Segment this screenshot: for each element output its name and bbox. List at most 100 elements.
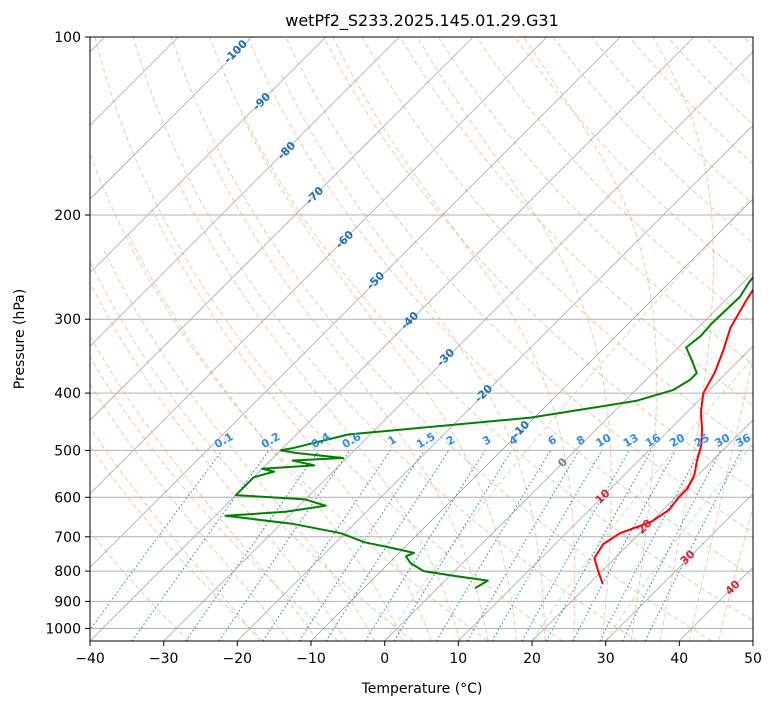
x-tick-label: −20 bbox=[223, 651, 253, 667]
background-lines bbox=[90, 37, 753, 641]
x-tick-label: 40 bbox=[670, 651, 688, 667]
isotherm-line bbox=[310, 198, 753, 641]
moist-adiabat bbox=[717, 505, 753, 641]
moist-adiabat bbox=[240, 113, 517, 641]
dry-adiabat bbox=[90, 152, 488, 641]
y-tick-label: 200 bbox=[54, 208, 81, 224]
isotherm-line bbox=[90, 37, 621, 568]
dry-adiabat bbox=[667, 37, 753, 126]
mixing-ratio-line bbox=[572, 450, 676, 641]
temperature-series-line bbox=[593, 287, 753, 585]
isotherm-label: -20 bbox=[472, 382, 495, 405]
dry-adiabat bbox=[170, 37, 712, 641]
x-tick-label: −30 bbox=[149, 651, 179, 667]
mixing-ratio-line bbox=[621, 450, 722, 641]
dry-adiabat bbox=[90, 260, 414, 641]
plot-frame bbox=[89, 36, 754, 642]
isotherm-line bbox=[90, 37, 400, 347]
moist-adiabat bbox=[127, 233, 404, 641]
y-tick-label: 700 bbox=[54, 530, 81, 546]
series-layer bbox=[224, 275, 753, 590]
dry-adiabat bbox=[90, 530, 190, 641]
dry-adiabat bbox=[437, 37, 753, 365]
y-tick-label: 400 bbox=[54, 386, 81, 402]
reference-curve bbox=[605, 443, 753, 641]
moist-adiabat bbox=[103, 250, 376, 641]
isotherm-label: -60 bbox=[333, 228, 356, 251]
dry-adiabat bbox=[132, 37, 638, 641]
isotherm-line bbox=[531, 419, 753, 641]
dry-adiabat bbox=[90, 356, 339, 641]
dry-adiabat bbox=[361, 37, 753, 448]
mixing-ratio-line bbox=[644, 450, 742, 641]
moist-adiabat bbox=[206, 149, 489, 641]
moist-adiabat bbox=[177, 180, 461, 641]
mixing-ratio-line bbox=[262, 450, 391, 641]
x-tick-label: 10 bbox=[449, 651, 467, 667]
reference-curve bbox=[531, 357, 753, 641]
dewpoint-series-line bbox=[224, 275, 753, 590]
moist-adiabat bbox=[416, 37, 612, 641]
isotherm-label: -100 bbox=[221, 37, 250, 66]
moist-adiabat bbox=[332, 37, 576, 641]
x-tick-label: 0 bbox=[380, 651, 389, 667]
annotation-labels: -100-90-80-70-60-50-40-30-20-100.1 0.2 0.4… bbox=[212, 37, 753, 598]
mixing-ratio-line bbox=[90, 450, 223, 631]
mixing-ratio-line bbox=[545, 450, 652, 641]
isotherm-label: -80 bbox=[275, 139, 298, 162]
isotherm-line bbox=[605, 493, 753, 641]
dry-adiabat bbox=[705, 37, 753, 87]
isotherm-line bbox=[752, 640, 753, 641]
reference-curve bbox=[384, 195, 753, 641]
mixing-ratio-label: 20 bbox=[667, 431, 687, 450]
isotherm-label: -50 bbox=[364, 269, 387, 292]
isotherm-line bbox=[458, 345, 753, 641]
chart-title: wetPf2_S233.2025.145.01.29.G31 bbox=[285, 11, 559, 31]
y-tick-label: 600 bbox=[54, 490, 81, 506]
y-tick-label: 300 bbox=[54, 312, 81, 328]
x-tick-label: −10 bbox=[296, 651, 326, 667]
dry-adiabat bbox=[247, 37, 753, 577]
mixing-ratio-line bbox=[435, 450, 552, 641]
mixing-ratio-line bbox=[218, 450, 351, 641]
moist-adiabat bbox=[150, 208, 432, 641]
x-tick-label: 20 bbox=[523, 651, 541, 667]
isotherm-line bbox=[90, 37, 253, 200]
isotherm-label: -90 bbox=[250, 90, 273, 113]
moist-adiabat-label: 20 bbox=[635, 516, 655, 536]
dry-adiabat bbox=[552, 37, 753, 244]
mixing-ratio-line bbox=[185, 450, 320, 641]
y-tick-label: 800 bbox=[54, 564, 81, 580]
x-tick-label: 30 bbox=[597, 651, 615, 667]
dry-adiabat bbox=[590, 37, 753, 205]
mixing-ratio-line bbox=[325, 450, 450, 641]
dry-adiabat bbox=[209, 37, 753, 622]
moist-adiabat bbox=[90, 426, 261, 641]
y-tick-label: 500 bbox=[54, 443, 81, 459]
mixing-ratio-label: 6 bbox=[546, 433, 559, 448]
dry-adiabat bbox=[743, 37, 753, 48]
moist-adiabat-label: 30 bbox=[678, 547, 698, 567]
x-axis-ticks: −40 −30 −20 −10 0 10 20 30 40 50 bbox=[75, 641, 762, 667]
mixing-ratio-label: 13 bbox=[621, 431, 641, 450]
isotherm-line bbox=[163, 51, 753, 641]
moist-adiabat bbox=[688, 355, 753, 641]
mixing-ratio-label: 2 bbox=[444, 433, 457, 448]
dry-adiabat bbox=[94, 37, 563, 641]
isotherm-line bbox=[237, 124, 753, 641]
moist-adiabat bbox=[90, 382, 290, 641]
moist-adiabat bbox=[90, 281, 347, 641]
dry-adiabat bbox=[90, 445, 264, 641]
isotherm-line bbox=[90, 37, 547, 495]
y-axis-label: Pressure (hPa) bbox=[12, 289, 28, 389]
mixing-ratio-label: 3 bbox=[480, 433, 493, 448]
mixing-ratio-label: 0.2 bbox=[259, 430, 282, 451]
y-tick-label: 100 bbox=[54, 30, 81, 46]
y-tick-label: 1000 bbox=[45, 622, 81, 638]
dry-adiabat bbox=[399, 37, 753, 407]
dry-adiabat bbox=[476, 37, 753, 325]
mixing-ratio-label: 16 bbox=[643, 431, 663, 450]
moist-adiabat bbox=[523, 37, 658, 641]
dry-adiabat bbox=[285, 37, 753, 534]
